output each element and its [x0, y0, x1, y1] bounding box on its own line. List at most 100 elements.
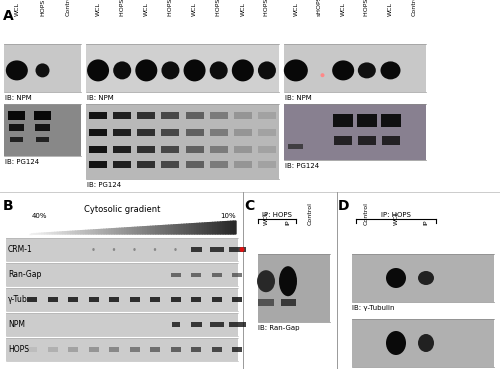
Polygon shape: [164, 225, 166, 234]
Bar: [150, 297, 160, 302]
Bar: [258, 254, 330, 322]
Text: IB: γ-Tubulin: IB: γ-Tubulin: [352, 305, 395, 311]
Text: 40%: 40%: [32, 213, 48, 219]
Polygon shape: [166, 225, 168, 234]
Bar: [34, 111, 51, 120]
Polygon shape: [88, 230, 91, 234]
Bar: [232, 272, 242, 276]
Ellipse shape: [358, 62, 376, 78]
Bar: [170, 272, 180, 276]
Bar: [258, 129, 276, 136]
Polygon shape: [172, 225, 174, 234]
Bar: [89, 112, 107, 119]
Bar: [88, 347, 99, 352]
Polygon shape: [148, 226, 150, 234]
Polygon shape: [226, 221, 228, 234]
Polygon shape: [40, 233, 42, 234]
Ellipse shape: [240, 247, 244, 252]
Bar: [130, 347, 140, 352]
Polygon shape: [197, 223, 200, 234]
Polygon shape: [143, 227, 146, 234]
Ellipse shape: [284, 59, 308, 82]
Text: Control: Control: [308, 202, 312, 225]
Polygon shape: [135, 227, 138, 234]
Polygon shape: [176, 225, 179, 234]
Bar: [212, 297, 222, 302]
Bar: [186, 145, 204, 152]
Text: WCL: WCL: [192, 2, 197, 16]
Text: IB: NPM: IB: NPM: [5, 95, 32, 101]
Polygon shape: [84, 230, 86, 234]
Polygon shape: [55, 232, 58, 234]
Polygon shape: [120, 228, 122, 234]
Text: sHOPS: sHOPS: [317, 0, 322, 16]
Polygon shape: [184, 224, 187, 234]
Bar: [170, 297, 180, 302]
Polygon shape: [37, 233, 40, 234]
Ellipse shape: [6, 61, 28, 80]
Text: HOPS 1-126: HOPS 1-126: [216, 0, 221, 16]
Bar: [36, 137, 49, 142]
Ellipse shape: [386, 331, 406, 355]
Bar: [258, 161, 276, 168]
Polygon shape: [112, 229, 114, 234]
Bar: [48, 297, 58, 302]
Bar: [138, 161, 156, 168]
Polygon shape: [68, 231, 70, 234]
Bar: [138, 129, 156, 136]
Bar: [232, 347, 242, 352]
Bar: [284, 104, 426, 160]
Text: IB: NPM: IB: NPM: [87, 95, 114, 101]
Ellipse shape: [174, 248, 176, 251]
Polygon shape: [161, 225, 164, 234]
Bar: [380, 114, 400, 127]
Text: HOPS 1-104: HOPS 1-104: [264, 0, 270, 16]
Bar: [88, 297, 99, 302]
Bar: [138, 112, 156, 119]
Bar: [109, 347, 119, 352]
Polygon shape: [138, 227, 140, 234]
Bar: [6, 338, 238, 361]
Polygon shape: [212, 222, 216, 234]
Polygon shape: [102, 229, 104, 234]
Ellipse shape: [320, 73, 324, 77]
Bar: [352, 319, 494, 367]
Polygon shape: [187, 224, 190, 234]
Bar: [8, 111, 25, 120]
Ellipse shape: [279, 266, 297, 296]
Bar: [48, 347, 58, 352]
Bar: [212, 272, 222, 276]
Ellipse shape: [162, 61, 180, 79]
Polygon shape: [124, 228, 128, 234]
Polygon shape: [91, 230, 94, 234]
Polygon shape: [218, 222, 220, 234]
Bar: [232, 297, 242, 302]
Polygon shape: [220, 222, 223, 234]
Polygon shape: [182, 224, 184, 234]
Bar: [190, 322, 202, 327]
Bar: [284, 44, 426, 92]
Bar: [27, 297, 37, 302]
Ellipse shape: [258, 61, 276, 79]
Bar: [170, 347, 180, 352]
Text: WCL: WCL: [144, 2, 149, 16]
Bar: [89, 145, 107, 152]
Text: WCL: WCL: [264, 211, 268, 225]
Bar: [68, 297, 78, 302]
Bar: [4, 44, 81, 92]
Polygon shape: [106, 229, 109, 234]
Text: Cytosolic gradient: Cytosolic gradient: [84, 205, 160, 214]
Bar: [186, 129, 204, 136]
Ellipse shape: [418, 334, 434, 352]
Polygon shape: [122, 228, 124, 234]
Polygon shape: [94, 230, 96, 234]
Bar: [10, 124, 24, 131]
Ellipse shape: [36, 63, 50, 77]
Polygon shape: [73, 231, 76, 234]
Polygon shape: [231, 221, 234, 234]
Ellipse shape: [386, 268, 406, 288]
Bar: [162, 112, 180, 119]
Ellipse shape: [113, 61, 131, 79]
Bar: [89, 129, 107, 136]
Bar: [4, 104, 81, 156]
